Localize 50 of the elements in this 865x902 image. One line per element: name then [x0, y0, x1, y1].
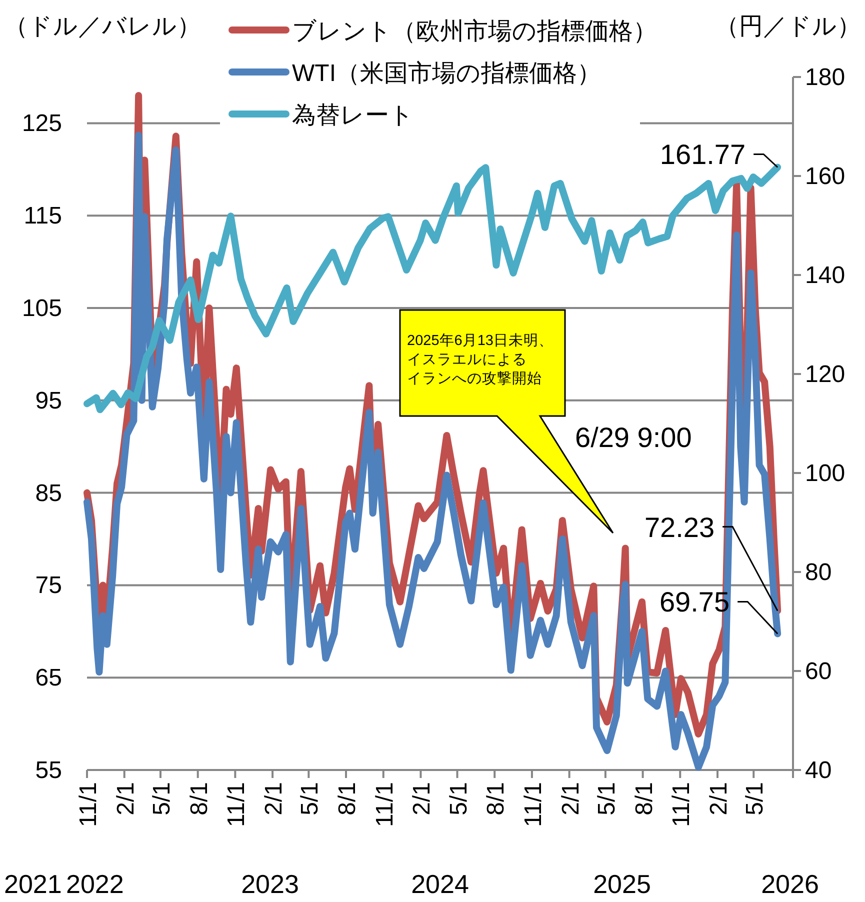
- text: 2025: [593, 869, 651, 899]
- x-tick-label: 5/1: [148, 782, 176, 816]
- y-tick-label: 85: [35, 480, 62, 507]
- y2-tick-label: 40: [805, 757, 832, 784]
- y2-tick-label: 120: [805, 361, 846, 388]
- legend-label: ブレント（欧州市場の指標価格）: [292, 18, 657, 45]
- x-tick-label: 11/1: [75, 782, 102, 827]
- legend-label: 為替レート: [292, 102, 414, 129]
- x-tick-label: 5/1: [296, 782, 324, 816]
- x-tick-label: 11/1: [223, 782, 250, 827]
- text: 2022: [66, 869, 124, 899]
- legend-label: WTI（米国市場の指標価格）: [292, 60, 601, 87]
- text: 2024: [411, 869, 469, 899]
- y-axis-title: （ドル／バレル）: [4, 13, 201, 40]
- x-tick-label: 8/1: [334, 782, 362, 816]
- y-tick-label: 105: [22, 295, 62, 322]
- x-tick-label: 8/1: [630, 782, 658, 816]
- data-label: 72.23: [644, 512, 715, 543]
- y-tick-label: 125: [22, 110, 62, 138]
- y2-tick-label: 100: [805, 460, 846, 487]
- text: 2026: [761, 869, 819, 899]
- y2-tick-label: 60: [805, 658, 832, 685]
- x-tick-label: 8/1: [482, 782, 510, 816]
- annotation: 2025年6月13日未明、イスラエルによるイランへの攻撃開始: [407, 332, 554, 387]
- y2-axis-title: （円／ドル）: [715, 13, 861, 40]
- x-tick-label: 2/1: [408, 782, 436, 816]
- data-label: 161.77: [660, 139, 746, 170]
- y2-tick-label: 140: [805, 262, 846, 289]
- y-tick-label: 65: [35, 664, 62, 692]
- x-tick-label: 2/1: [112, 782, 140, 816]
- text: 2023: [241, 869, 299, 899]
- x-tick-label: 5/1: [742, 782, 769, 816]
- y2-tick-label: 180: [805, 64, 846, 91]
- x-tick-label: 11/1: [668, 782, 696, 827]
- x-tick-label: 11/1: [520, 782, 547, 827]
- y2-tick-label: 160: [805, 163, 846, 190]
- y2-tick-label: 80: [805, 559, 832, 586]
- x-tick-label: 8/1: [186, 782, 213, 816]
- text: 2021: [4, 869, 62, 899]
- annotation: 6/29 9:00: [575, 422, 692, 453]
- x-tick-label: 2/1: [705, 782, 732, 816]
- x-tick-label: 11/1: [371, 782, 398, 827]
- x-tick-label: 2/1: [557, 782, 584, 816]
- y-tick-label: 75: [35, 572, 62, 600]
- y-tick-label: 55: [35, 757, 62, 784]
- y-tick-label: 115: [24, 202, 62, 230]
- y-tick-label: 95: [35, 387, 62, 414]
- x-tick-label: 5/1: [445, 782, 472, 816]
- x-tick-label: 5/1: [593, 782, 620, 816]
- x-tick-label: 2/1: [260, 782, 288, 816]
